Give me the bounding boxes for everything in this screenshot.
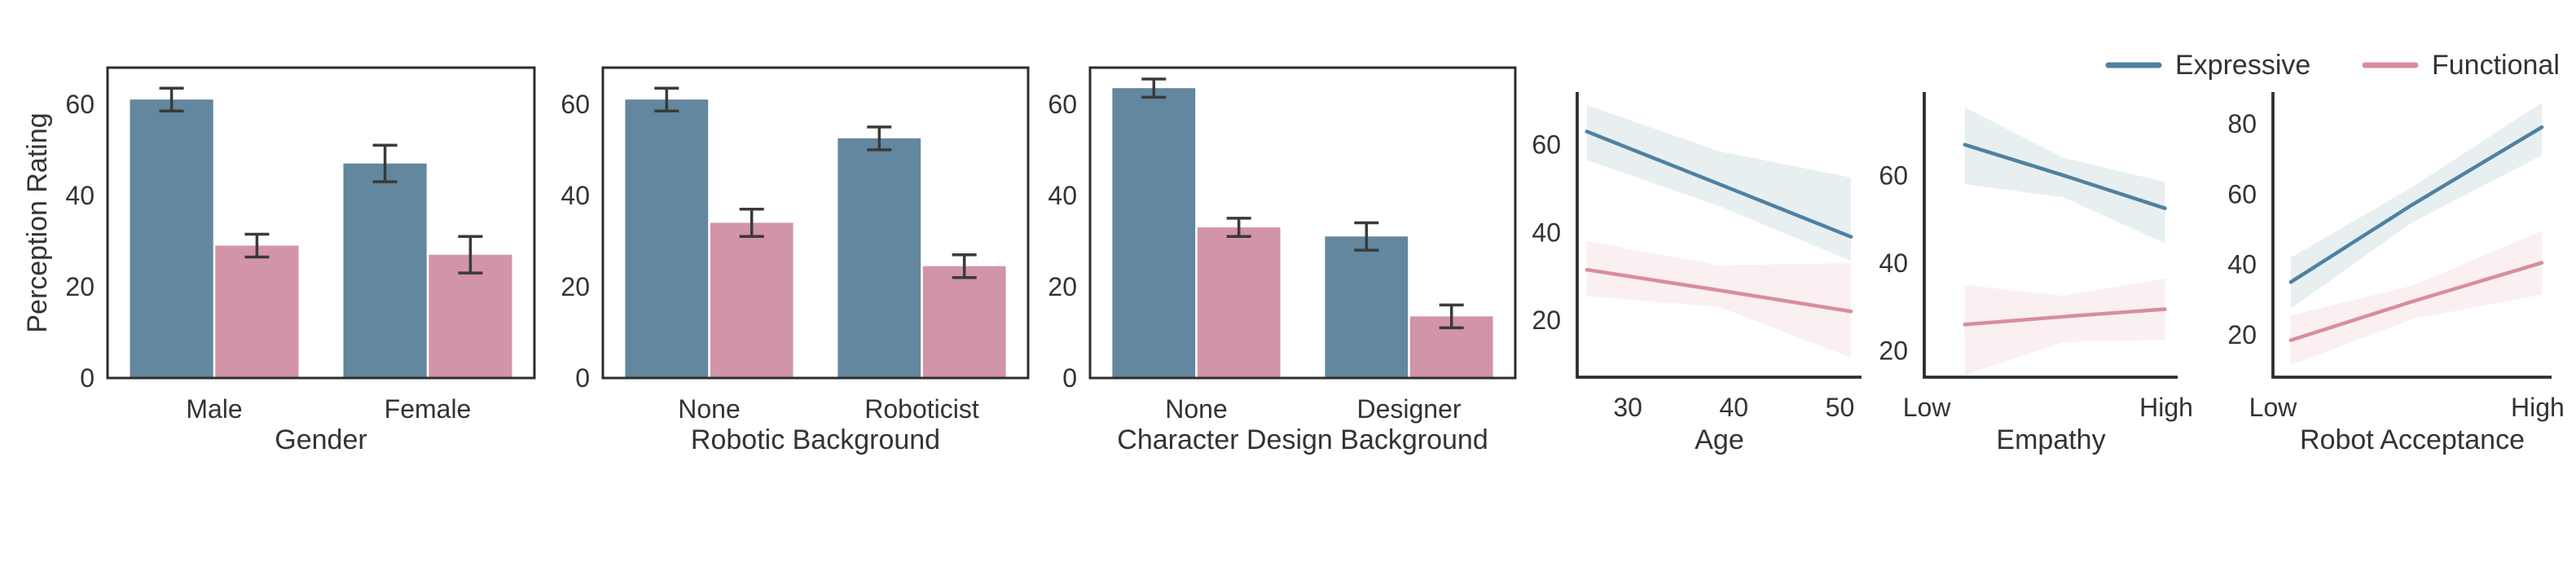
error-bar-roboticist-functional [952,253,977,279]
y-tick-label: 80 [2227,109,2257,138]
x-tick-label-high: High [2511,393,2565,422]
bar-none-functional [1197,227,1281,378]
error-bar-male-expressive [159,86,184,112]
y-tick-label: 20 [2227,320,2257,349]
y-tick-label: 20 [65,272,95,301]
trend-line-expressive [2288,125,2544,284]
error-bar-female-functional [458,235,483,275]
x-tick-label-none: None [678,394,741,424]
ci-band-functional [1964,278,2165,376]
y-tick-label: 0 [575,363,590,393]
x-tick-label-50: 50 [1826,393,1855,422]
x-tick-label-low: Low [2249,393,2298,422]
bar-none-functional [710,222,793,378]
y-axis-label: Perception Rating [22,112,53,332]
x-axis-label-gender: Gender [275,424,367,455]
legend-label: Expressive [2175,50,2310,81]
x-tick-label-designer: Designer [1356,394,1461,424]
trend-line-functional [1963,307,2167,327]
x-axis-label-robotic-background: Robotic Background [691,424,940,455]
y-tick-label: 40 [1879,248,1908,278]
x-tick-label-40: 40 [1720,393,1749,422]
error-bar-female-expressive [372,143,398,183]
x-tick-label-female: Female [385,394,472,424]
subplot-gender: 0 20 40 60 Male Female Gender Perception Rating [22,66,536,455]
error-bar-designer-expressive [1354,221,1379,252]
y-tick-label: 20 [1048,272,1077,301]
x-axis-label-empathy: Empathy [1996,424,2105,455]
y-tick-label: 0 [1062,363,1077,393]
y-tick-label: 60 [65,90,95,119]
legend-item-expressive: Expressive [2105,50,2310,81]
error-bar-roboticist-expressive [867,125,892,152]
x-tick-label-male: Male [186,394,242,424]
ci-band-functional [1586,241,1852,358]
x-axis-label-age: Age [1695,424,1744,455]
axes-spines [1576,92,1862,379]
axes-box [601,66,1030,380]
bar-female-expressive [343,163,427,378]
bar-none-expressive [1112,88,1196,378]
error-bar-male-functional [244,232,270,259]
ci-band-expressive [2290,102,2543,309]
axes-spines [1923,92,2178,379]
ci-band-functional [2290,231,2543,365]
y-tick-label: 60 [1532,130,1561,160]
subplot-age: 20 40 60 30 40 50 Age [1532,92,1862,455]
y-tick-label: 40 [560,181,590,210]
y-tick-label: 20 [560,272,590,301]
x-axis-label-character-design-background: Character Design Background [1117,424,1488,455]
error-bar-designer-functional [1439,303,1464,330]
axes-box [1088,66,1517,380]
bar-designer-expressive [1325,236,1409,378]
trend-line-functional [2288,261,2544,342]
y-tick-label: 0 [80,363,95,393]
error-bar-none-expressive [1141,77,1167,99]
y-tick-label: 40 [1048,181,1077,210]
y-tick-label: 60 [1879,160,1908,190]
trend-line-expressive [1585,130,1853,239]
x-tick-label-30: 30 [1613,393,1642,422]
error-bar-none-functional [1226,217,1251,239]
x-axis-label-robot-acceptance: Robot Acceptance [2300,424,2525,455]
y-tick-label: 60 [1048,90,1077,119]
bar-roboticist-functional [922,266,1006,378]
y-tick-label: 20 [1879,336,1908,366]
x-tick-label-none: None [1165,394,1228,424]
bar-none-expressive [625,99,709,378]
trend-line-expressive [1963,143,2167,210]
error-bar-none-expressive [654,86,679,112]
x-tick-label-low: Low [1903,393,1952,422]
error-bar-none-functional [739,207,764,239]
bar-roboticist-expressive [837,138,921,379]
axes-spines [2271,92,2552,379]
subplot-empathy: 20 40 60 Low High Empathy [1879,92,2193,455]
y-tick-label: 60 [2227,179,2257,209]
trend-line-functional [1585,267,1853,314]
y-tick-label: 20 [1532,305,1561,335]
legend-label: Functional [2432,50,2560,81]
legend-item-functional: Functional [2362,50,2560,81]
y-tick-label: 40 [65,181,95,210]
y-tick-label: 60 [560,90,590,119]
x-tick-label-high: High [2139,393,2193,422]
axes-box [106,66,536,380]
bar-male-expressive [130,99,213,378]
x-tick-label-roboticist: Roboticist [864,394,979,424]
legend: Expressive Functional [2105,50,2560,81]
y-tick-label: 40 [2227,250,2257,279]
y-tick-label: 40 [1532,218,1561,247]
bar-female-functional [429,254,512,378]
bar-male-functional [215,245,299,378]
